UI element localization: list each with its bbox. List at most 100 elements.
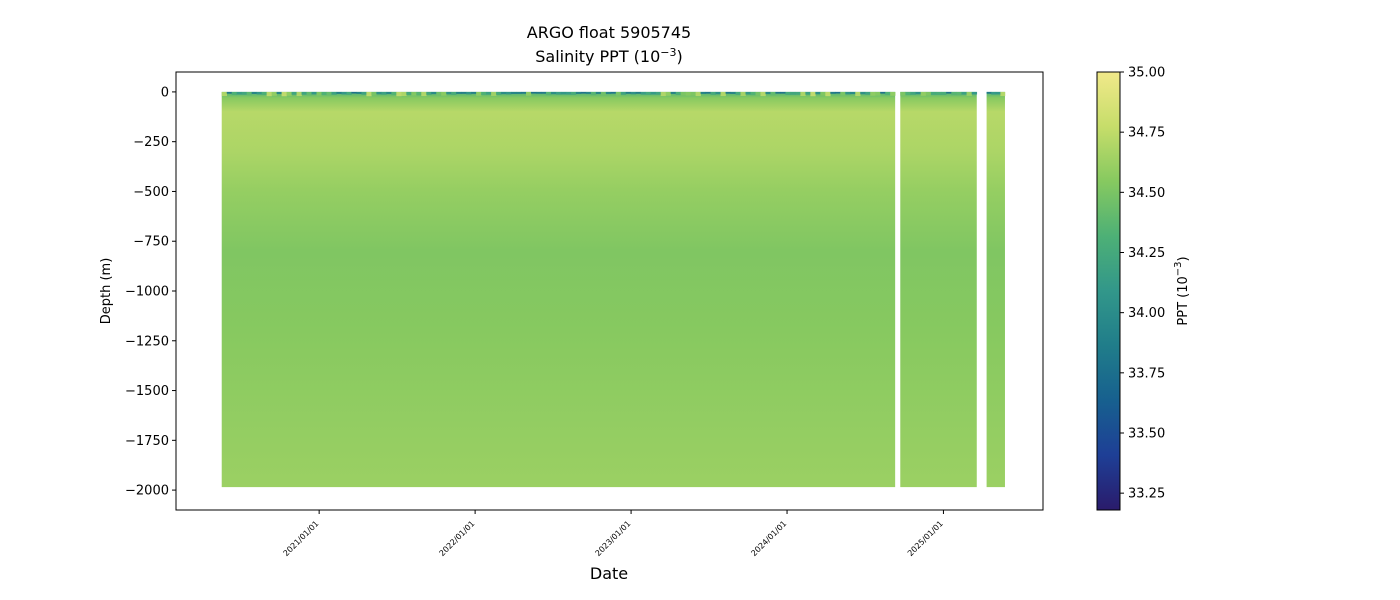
surface-stripe xyxy=(730,91,736,94)
surface-stripe xyxy=(915,91,921,95)
surface-stripe xyxy=(511,91,517,94)
surface-stripe xyxy=(740,91,746,96)
surface-stripe xyxy=(346,91,352,95)
surface-stripe xyxy=(910,91,916,95)
surface-stripe xyxy=(760,91,766,97)
surface-stripe xyxy=(231,91,237,96)
surface-stripe xyxy=(221,91,228,97)
surface-stripe xyxy=(371,91,377,96)
surface-stripe xyxy=(351,91,357,94)
surface-stripe xyxy=(381,91,387,95)
surface-stripe xyxy=(526,91,532,96)
surface-stripe xyxy=(785,91,791,95)
surface-stripe xyxy=(396,91,402,97)
surface-stripe xyxy=(361,91,367,95)
surface-stripe xyxy=(951,91,957,96)
surface-stripe xyxy=(366,91,372,97)
surface-stripe xyxy=(585,91,592,95)
surface-stripe xyxy=(401,91,407,97)
surface-stripe xyxy=(946,91,952,94)
y-tick-label: −1500 xyxy=(125,384,169,399)
surface-stripe xyxy=(715,91,721,95)
colorbar-ticks: 33.25 33.50 33.75 34.00 34.25 34.50 34.75 35.00 xyxy=(1120,66,1165,502)
surface-stripe xyxy=(655,91,661,95)
y-tick-label: −1250 xyxy=(125,334,169,349)
surface-stripe xyxy=(920,91,927,96)
x-tick-label: 2025/01/01 xyxy=(906,519,945,558)
colorbar-label-exponent: −3 xyxy=(1173,261,1184,276)
x-tick-label: 2021/01/01 xyxy=(282,519,321,558)
surface-stripe xyxy=(900,91,906,96)
surface-stripe xyxy=(456,91,462,94)
surface-stripe xyxy=(545,91,552,96)
colorbar-tick-label: 33.25 xyxy=(1128,487,1165,502)
surface-stripe xyxy=(650,91,657,95)
surface-stripe xyxy=(695,91,701,97)
profile-segment xyxy=(986,91,1005,488)
surface-stripe xyxy=(356,91,362,94)
surface-stripe xyxy=(331,91,337,95)
surface-stripe xyxy=(276,91,282,95)
surface-stripe xyxy=(991,91,997,95)
salinity-heatmap xyxy=(221,91,1006,488)
subtitle-exponent: −3 xyxy=(660,46,676,59)
surface-stripe xyxy=(271,91,277,96)
surface-stripe xyxy=(770,91,776,96)
surface-stripe xyxy=(615,91,622,96)
surface-stripe xyxy=(685,91,691,96)
surface-stripe xyxy=(446,91,452,95)
y-tick-label: −750 xyxy=(133,235,169,250)
surface-stripe xyxy=(486,91,492,95)
surface-stripe xyxy=(966,91,972,96)
surface-stripe xyxy=(431,91,437,95)
surface-stripe xyxy=(750,91,756,96)
surface-stripe xyxy=(266,91,272,97)
surface-stripe xyxy=(725,91,731,94)
surface-stripe xyxy=(925,91,932,96)
surface-stripe xyxy=(710,91,716,95)
surface-stripe xyxy=(321,91,327,96)
surface-stripe xyxy=(491,91,497,96)
surface-stripe xyxy=(870,91,876,96)
colorbar-tick-label: 35.00 xyxy=(1128,66,1165,81)
surface-stripe xyxy=(575,91,582,94)
surface-stripe xyxy=(516,91,522,94)
surface-stripe xyxy=(261,91,267,96)
y-tick-label: 0 xyxy=(161,85,169,100)
surface-stripe xyxy=(411,91,417,96)
surface-stripe xyxy=(765,91,771,95)
surface-stripe xyxy=(805,91,811,95)
colorbar-tick-label: 34.00 xyxy=(1128,306,1165,321)
surface-stripe xyxy=(880,91,886,94)
surface-stripe xyxy=(720,91,726,97)
surface-stripe xyxy=(961,91,967,95)
surface-stripe xyxy=(745,91,751,95)
surface-stripe xyxy=(336,91,342,94)
chart-title: ARGO float 5905745 xyxy=(527,23,691,42)
surface-stripe xyxy=(565,91,572,95)
surface-stripe xyxy=(890,91,896,96)
surface-stripe xyxy=(855,91,861,97)
surface-stripe xyxy=(256,91,262,95)
surface-stripe xyxy=(705,91,711,94)
surface-stripe xyxy=(700,91,706,94)
surface-stripe xyxy=(670,91,676,94)
surface-stripe xyxy=(675,91,681,95)
surface-stripe xyxy=(690,91,696,96)
surface-stripe xyxy=(986,91,992,94)
surface-stripe xyxy=(850,91,856,95)
surface-stripe xyxy=(286,91,292,96)
plot-area: 0 −250 −500 −750 −1000 −1250 −1500 −1750 −2000 2… xyxy=(125,71,1044,558)
surface-stripe xyxy=(531,91,537,94)
chart-subtitle: Salinity PPT (10−3) xyxy=(535,46,683,66)
surface-stripe xyxy=(645,91,652,95)
surface-stripe xyxy=(236,91,242,95)
surface-stripe xyxy=(501,91,507,95)
surface-stripe xyxy=(540,91,547,94)
surface-stripe xyxy=(995,91,1001,95)
surface-stripe xyxy=(660,91,666,97)
surface-stripe xyxy=(1000,91,1006,97)
x-axis: 2021/01/01 2022/01/01 2023/01/01 2024/01/01… xyxy=(282,510,945,558)
x-tick-label: 2024/01/01 xyxy=(749,519,788,558)
